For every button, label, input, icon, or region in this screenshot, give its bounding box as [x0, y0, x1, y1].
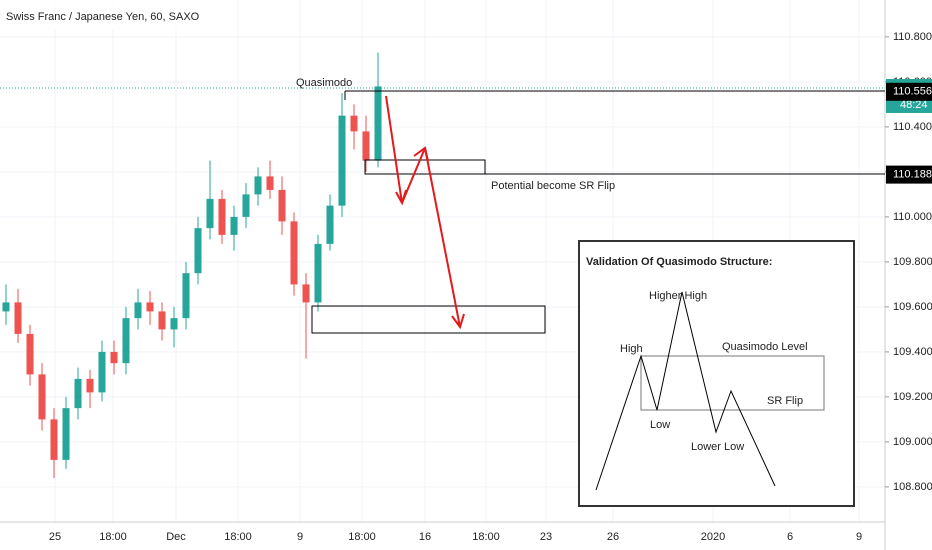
- candle-body: [302, 284, 310, 303]
- title-bg: [0, 0, 230, 30]
- candle-body: [170, 318, 178, 330]
- x-tick-label: 16: [419, 531, 431, 543]
- y-tick-label: 109.600: [893, 301, 932, 313]
- candle-body: [338, 115, 346, 206]
- candle-body: [122, 318, 130, 364]
- candle-body: [362, 131, 370, 161]
- candle-body: [278, 189, 286, 222]
- candle-body: [350, 115, 358, 132]
- arrow: [385, 95, 403, 204]
- candle-body: [290, 221, 298, 285]
- candle-body: [206, 198, 214, 229]
- zone: [364, 159, 486, 175]
- annotation: Quasimodo: [296, 77, 352, 89]
- x-tick-label: 26: [607, 531, 619, 543]
- candle-body: [74, 378, 82, 409]
- candle-body: [266, 176, 274, 190]
- candle-body: [230, 216, 238, 235]
- inset-title: Validation Of Quasimodo Structure:: [586, 256, 772, 268]
- candle-body: [38, 374, 46, 420]
- x-tick-label: 6: [787, 531, 793, 543]
- chart-title: Swiss Franc / Japanese Yen, 60, SAXO: [6, 11, 200, 23]
- inset-structure: [595, 291, 776, 491]
- y-tick-label: 109.200: [893, 391, 932, 403]
- price-label: 110.556: [893, 86, 932, 98]
- candle-body: [26, 333, 34, 375]
- y-tick-label: 109.000: [893, 436, 932, 448]
- arrows: [385, 95, 465, 330]
- x-tick-label: 18:00: [472, 531, 500, 543]
- y-tick-label: 109.800: [893, 256, 932, 268]
- candle-body: [62, 408, 70, 460]
- x-tick-label: 9: [297, 531, 303, 543]
- countdown-bg: [886, 96, 932, 113]
- inset-label: Quasimodo Level: [722, 341, 808, 353]
- candle-body: [242, 194, 250, 217]
- price-label-bg: [886, 82, 932, 101]
- candle-body: [110, 351, 118, 364]
- price-label-bg: [886, 165, 932, 184]
- arrow-head: [451, 313, 465, 330]
- inset-label: Low: [650, 419, 670, 431]
- annotation: Potential become SR Flip: [491, 180, 615, 192]
- x-tick-label: 18:00: [348, 531, 376, 543]
- y-tick-label: 110.800: [893, 31, 932, 43]
- candle-body: [134, 302, 142, 319]
- zone: [311, 305, 546, 334]
- countdown: 48:24: [900, 99, 928, 111]
- inset-label: High: [620, 343, 643, 355]
- x-tick-label: 9: [856, 531, 862, 543]
- x-tick-label: 18:00: [224, 531, 252, 543]
- inset-label: SR Flip: [767, 395, 803, 407]
- candle-body: [374, 86, 382, 161]
- x-tick-label: Dec: [166, 531, 186, 543]
- arrow: [401, 147, 426, 204]
- candle-body: [254, 176, 262, 195]
- candle-body: [158, 311, 166, 330]
- candle-body: [146, 302, 154, 312]
- x-tick-label: 2020: [701, 531, 725, 543]
- candle-body: [14, 302, 22, 334]
- price-label: 110.188: [893, 169, 932, 181]
- inset-label: Higher High: [649, 290, 707, 302]
- candle-body: [98, 351, 106, 393]
- inset: [578, 240, 855, 507]
- candle-body: [194, 228, 202, 274]
- inset-zone: [640, 355, 825, 411]
- candle-body: [182, 273, 190, 319]
- candle-body: [2, 302, 10, 312]
- arrow: [424, 147, 461, 328]
- candle-body: [218, 198, 226, 235]
- inset-label: Lower Low: [691, 441, 744, 453]
- candle-body: [86, 378, 94, 393]
- x-tick-label: 25: [49, 531, 61, 543]
- candle-body: [50, 419, 58, 460]
- candle-body: [314, 243, 322, 303]
- y-tick-label: 108.800: [893, 481, 932, 493]
- x-tick-label: 18:00: [99, 531, 127, 543]
- y-tick-label: 109.400: [893, 346, 932, 358]
- candle-body: [326, 205, 334, 244]
- y-tick-label: 110.000: [893, 211, 932, 223]
- x-tick-label: 23: [540, 531, 552, 543]
- y-tick-label: 110.400: [893, 121, 932, 133]
